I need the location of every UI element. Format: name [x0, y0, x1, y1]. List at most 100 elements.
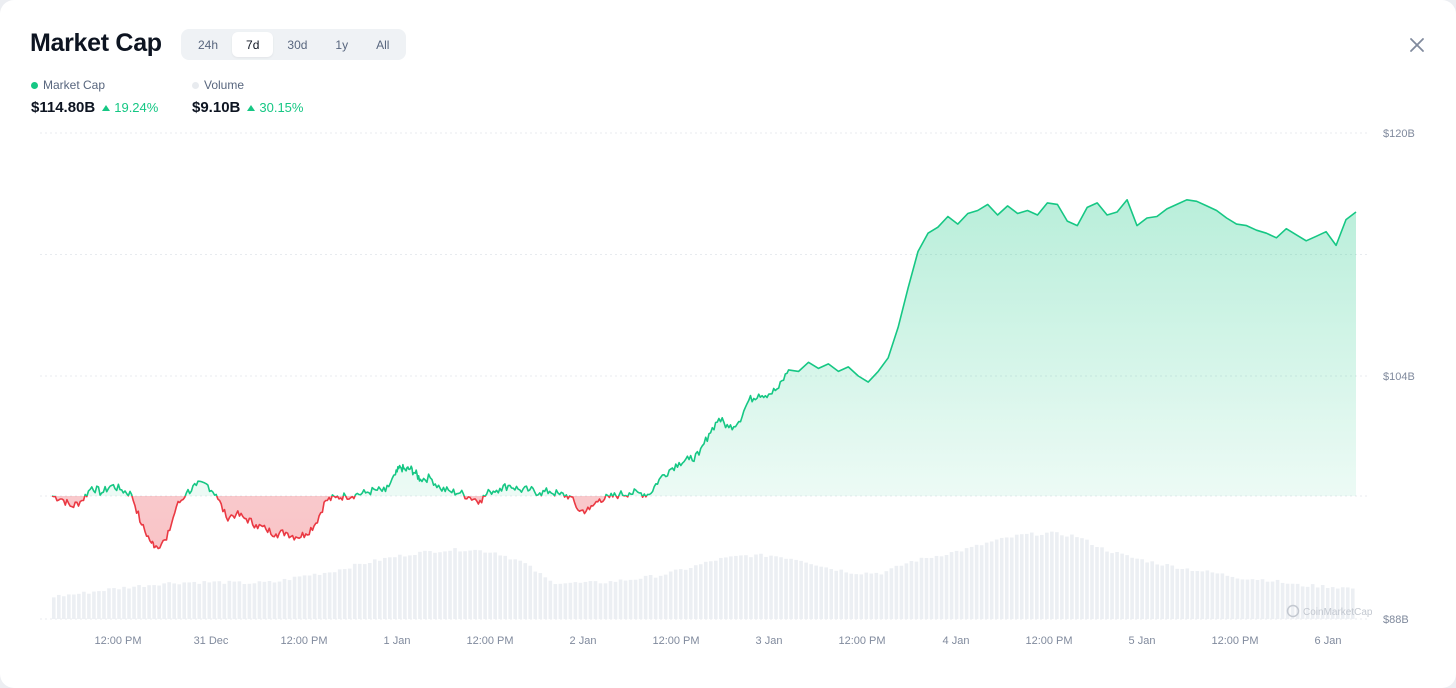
- volume-bar: [493, 552, 497, 619]
- volume-bar: [1260, 579, 1265, 619]
- y-axis-labels: $120B $104B $88B: [1383, 128, 1415, 626]
- tab-24h[interactable]: 24h: [198, 37, 219, 52]
- volume-bar: [528, 565, 533, 619]
- tab-7d[interactable]: 7d: [232, 32, 274, 57]
- tab-1y[interactable]: 1y: [335, 37, 349, 52]
- x-tick-label: 12:00 PM: [838, 635, 885, 647]
- tab-30d[interactable]: 30d: [287, 37, 308, 52]
- volume-bar: [1009, 537, 1014, 619]
- volume-bar: [1255, 579, 1260, 619]
- volume-bar: [944, 555, 949, 619]
- volume-bar: [207, 582, 212, 619]
- volume-dot-icon: [192, 81, 199, 89]
- watermark-text: CoinMarketCap: [1303, 607, 1373, 618]
- volume-bar: [287, 580, 292, 619]
- price-lines: [51, 199, 1357, 550]
- volume-bar: [1230, 576, 1235, 619]
- volume-bar: [1285, 583, 1290, 619]
- volume-bar: [603, 583, 608, 619]
- volume-bar: [1300, 586, 1305, 619]
- page-title: Market Cap: [30, 29, 162, 57]
- volume-bar: [794, 559, 798, 619]
- volume-bar: [1095, 547, 1099, 619]
- volume-bar: [242, 584, 247, 619]
- volume-bar: [1140, 559, 1144, 619]
- volume-bar: [82, 591, 86, 619]
- volume-bar: [337, 569, 342, 619]
- volume-bar: [468, 550, 472, 619]
- volume-bar: [182, 582, 187, 619]
- legend-volume[interactable]: Volume: [192, 78, 244, 92]
- volume-bar: [277, 581, 282, 619]
- volume-bar: [809, 564, 813, 619]
- volume-bar: [227, 580, 232, 619]
- y-tick-label: $88B: [1383, 614, 1409, 626]
- volume-bar: [744, 555, 748, 619]
- volume-bar: [483, 552, 487, 619]
- volume-bar: [779, 557, 783, 619]
- volume-bar: [1265, 581, 1270, 619]
- volume-bar: [558, 583, 563, 619]
- volume-bar: [874, 572, 879, 619]
- volume-bar: [1105, 551, 1109, 619]
- volume-bar: [1050, 531, 1054, 619]
- volume-bar: [909, 561, 914, 619]
- volume-bar: [423, 550, 427, 619]
- volume-bar: [1290, 583, 1295, 619]
- volume-bar: [979, 545, 984, 619]
- volume-bar: [1065, 536, 1069, 619]
- volume-bar: [608, 581, 613, 619]
- volume-bar: [939, 556, 944, 619]
- area-below-baseline: [52, 495, 647, 549]
- volume-bar: [282, 578, 287, 619]
- volume-bar: [924, 558, 929, 619]
- volume-bar: [1120, 553, 1124, 619]
- volume-bar: [1205, 570, 1210, 619]
- volume-bar: [292, 576, 297, 619]
- volume-bar: [984, 542, 989, 619]
- volume-bar: [1075, 537, 1079, 619]
- volume-bar: [704, 561, 708, 619]
- watermark: CoinMarketCap: [1286, 604, 1373, 618]
- volume-bar: [1014, 534, 1019, 619]
- volume-bar: [52, 597, 56, 619]
- volume-bar: [57, 594, 61, 619]
- volume-bar: [824, 567, 828, 619]
- volume-bar: [67, 594, 71, 619]
- volume-bar: [964, 548, 969, 619]
- volume-bar: [864, 572, 869, 619]
- volume-bar: [1305, 586, 1310, 619]
- volume-bar: [1295, 583, 1300, 619]
- volume-bar: [899, 565, 904, 619]
- volume-bar: [739, 555, 743, 619]
- x-tick-label: 5 Jan: [1129, 635, 1156, 647]
- volume-bar: [889, 568, 894, 619]
- volume-bar: [663, 574, 668, 619]
- volume-bar: [1215, 573, 1220, 619]
- volume-bar: [147, 585, 151, 619]
- volume-bar: [357, 563, 362, 619]
- volume-bar: [1085, 539, 1089, 619]
- volume-bar: [1040, 534, 1044, 619]
- volume-bar: [969, 546, 974, 619]
- volume-bar: [152, 585, 156, 619]
- price-area: [52, 199, 1356, 549]
- close-icon[interactable]: [1406, 34, 1428, 56]
- volume-bar: [919, 557, 924, 619]
- volume-bar: [854, 574, 859, 619]
- tab-all[interactable]: All: [376, 37, 390, 52]
- volume-bar: [503, 555, 507, 619]
- volume-bar: [217, 581, 222, 619]
- volume-bar: [523, 563, 528, 619]
- volume-bar: [112, 588, 116, 619]
- volume-bar: [834, 570, 839, 619]
- legend-market-cap[interactable]: Market Cap: [31, 78, 105, 92]
- volume-bar: [312, 573, 317, 619]
- volume-bar: [237, 581, 242, 619]
- volume-bar: [683, 569, 688, 619]
- volume-bar: [804, 562, 808, 619]
- volume-bar: [613, 581, 618, 619]
- x-tick-label: 12:00 PM: [1211, 635, 1258, 647]
- volume-bar: [262, 581, 267, 619]
